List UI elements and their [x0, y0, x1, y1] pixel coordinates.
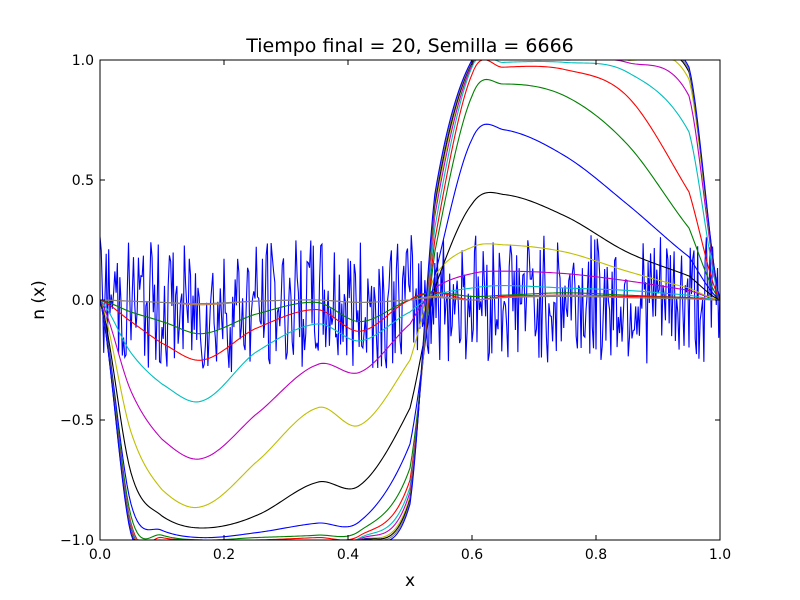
series-line-9	[100, 78, 720, 540]
x-tick-label: 1.0	[709, 547, 731, 563]
x-tick-label: 0.2	[213, 547, 235, 563]
series-line-7	[100, 191, 720, 529]
x-tick-label: 0.4	[337, 547, 359, 563]
chart-title: Tiempo final = 20, Semilla = 6666	[245, 35, 574, 57]
series-line-11	[100, 60, 720, 540]
x-tick-label: 0.8	[585, 547, 607, 563]
x-axis-label: x	[405, 571, 415, 591]
series-line-10	[100, 60, 720, 540]
series-line-4	[100, 285, 720, 403]
series-line-5	[100, 270, 720, 460]
y-tick-label: 0.0	[72, 293, 94, 309]
y-tick-label: 0.5	[72, 173, 94, 189]
series-line-16	[100, 60, 720, 540]
series-line-1	[100, 235, 720, 373]
y-tick-label: 1.0	[72, 53, 94, 69]
y-tick-label: −1.0	[60, 533, 94, 549]
x-tick-label: 0.6	[461, 547, 483, 563]
series-line-6	[100, 243, 720, 509]
tick-layer: 0.0 0.2 0.4 0.6 0.8 1.0 −1.0 −0.5 0.0 0.5 1.0	[60, 53, 731, 563]
series-line-8	[100, 123, 720, 539]
y-tick-label: −0.5	[60, 413, 94, 429]
x-tick-label: 0.0	[89, 547, 111, 563]
y-axis-label: n (x)	[29, 280, 49, 320]
series-line-18	[100, 295, 720, 305]
